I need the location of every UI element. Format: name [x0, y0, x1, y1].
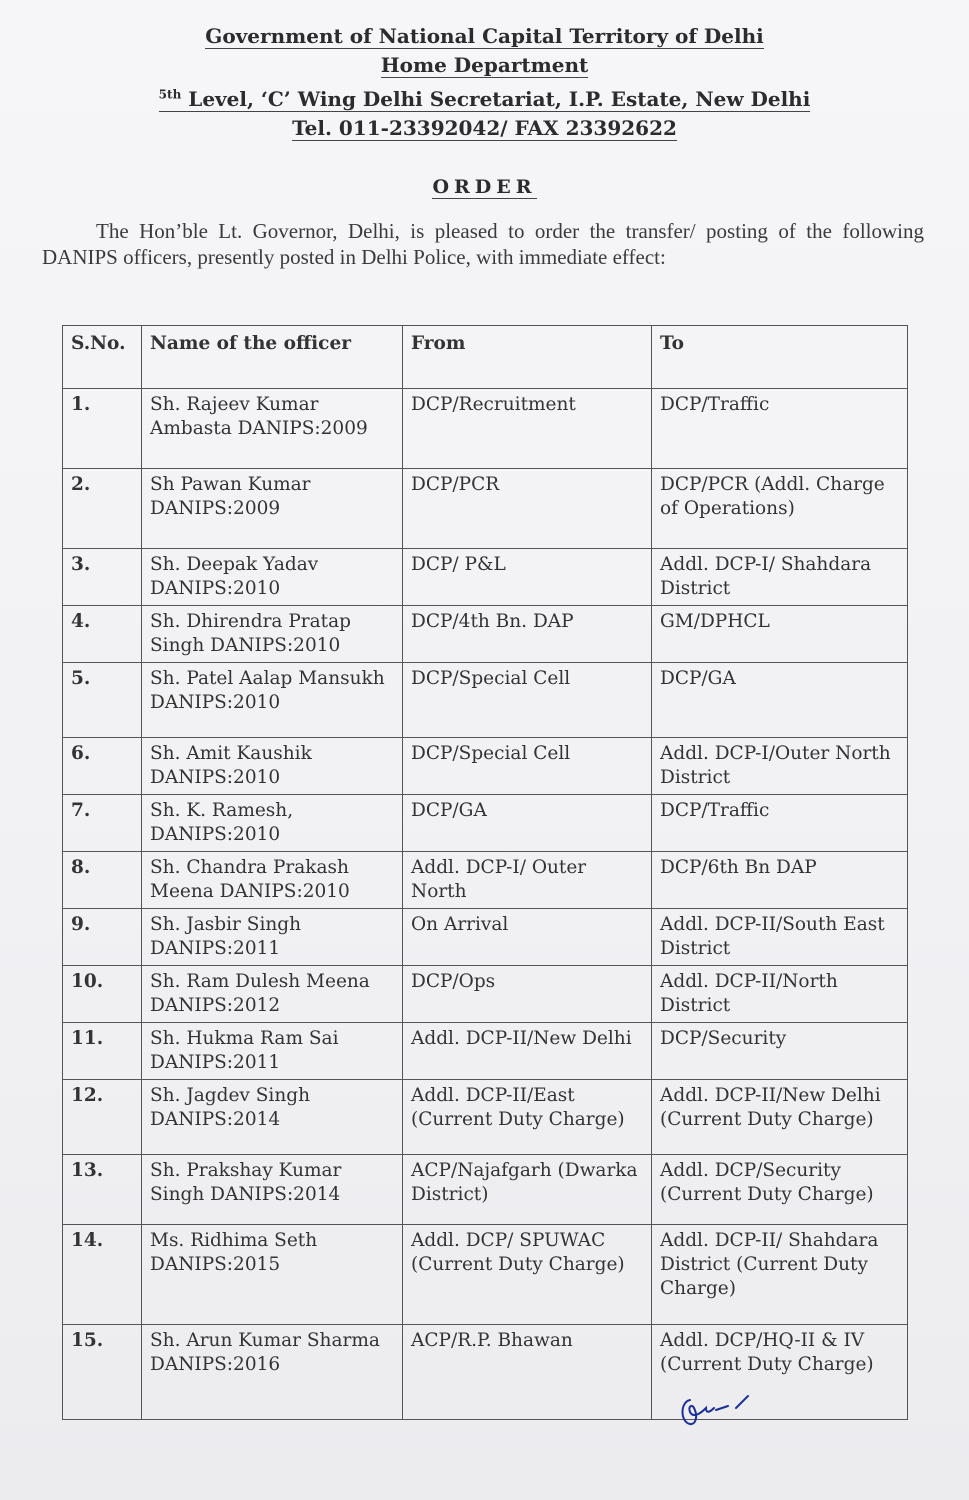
from-posting-cell: DCP/PCR	[402, 468, 652, 549]
from-posting-cell: DCP/Special Cell	[402, 662, 652, 738]
table-row: 4. Sh. Dhirendra Pratap Singh DANIPS:2010…	[62, 605, 908, 663]
officer-name-cell: Sh. Amit Kaushik DANIPS:2010	[141, 737, 403, 795]
signature	[676, 1392, 756, 1436]
from-posting-cell: ACP/R.P. Bhawan	[402, 1324, 652, 1420]
table-row: 7. Sh. K. Ramesh, DANIPS:2010 DCP/GA DCP/Tr…	[62, 794, 908, 852]
serial-number-cell: 4.	[62, 605, 142, 663]
serial-number-cell: 1.	[62, 388, 142, 469]
table-row: 5. Sh. Patel Aalap Mansukh DANIPS:2010 DCP…	[62, 662, 908, 738]
serial-number-cell: 13.	[62, 1154, 142, 1225]
order-title: ORDER	[432, 176, 537, 199]
to-posting-cell: Addl. DCP/HQ-II & IV (Current Duty Charg…	[651, 1324, 908, 1420]
to-posting-cell: GM/DPHCL	[651, 605, 908, 663]
from-posting-cell: Addl. DCP-I/ Outer North	[402, 851, 652, 909]
officer-name-cell: Sh. Deepak Yadav DANIPS:2010	[141, 548, 403, 606]
officer-name-cell: Sh. Prakshay Kumar Singh DANIPS:2014	[141, 1154, 403, 1225]
from-posting-cell: DCP/GA	[402, 794, 652, 852]
govt-name: Government of National Capital Territory…	[205, 24, 764, 49]
address: 5th Level, ‘C’ Wing Delhi Secretariat, I…	[158, 86, 811, 112]
transfer-table: S.No. Name of the officer From To 1. Sh. …	[62, 325, 908, 1420]
serial-number-cell: 9.	[62, 908, 142, 966]
from-posting-cell: ACP/Najafgarh (Dwarka District)	[402, 1154, 652, 1225]
to-posting-cell: Addl. DCP-II/New Delhi (Current Duty Cha…	[651, 1079, 908, 1155]
intro-paragraph: The Hon’ble Lt. Governor, Delhi, is plea…	[42, 219, 924, 269]
col-from: From	[402, 325, 652, 389]
col-to: To	[651, 325, 908, 389]
department-name: Home Department	[380, 53, 589, 78]
signature-mark	[681, 1395, 749, 1426]
officer-name-cell: Sh. Patel Aalap Mansukh DANIPS:2010	[141, 662, 403, 738]
serial-number-cell: 7.	[62, 794, 142, 852]
from-posting-cell: DCP/Ops	[402, 965, 652, 1023]
officer-name-cell: Ms. Ridhima Seth DANIPS:2015	[141, 1224, 403, 1325]
serial-number-cell: 2.	[62, 468, 142, 549]
from-posting-cell: On Arrival	[402, 908, 652, 966]
table-row: 11. Sh. Hukma Ram Sai DANIPS:2011 Addl. DC…	[62, 1022, 908, 1080]
col-name: Name of the officer	[141, 325, 403, 389]
to-posting-cell: DCP/6th Bn DAP	[651, 851, 908, 909]
from-posting-cell: DCP/Special Cell	[402, 737, 652, 795]
table-row: 2. Sh Pawan Kumar DANIPS:2009 DCP/PCR DCP/P…	[62, 468, 908, 549]
officer-name-cell: Sh. Chandra Prakash Meena DANIPS:2010	[141, 851, 403, 909]
to-posting-cell: Addl. DCP-II/North District	[651, 965, 908, 1023]
serial-number-cell: 3.	[62, 548, 142, 606]
to-posting-cell: DCP/Traffic	[651, 388, 908, 469]
table-row: 10. Sh. Ram Dulesh Meena DANIPS:2012 DCP/O…	[62, 965, 908, 1023]
table-row: 12. Sh. Jagdev Singh DANIPS:2014 Addl. DCP…	[62, 1079, 908, 1155]
to-posting-cell: Addl. DCP/Security (Current Duty Charge)	[651, 1154, 908, 1225]
serial-number-cell: 12.	[62, 1079, 142, 1155]
from-posting-cell: DCP/ P&L	[402, 548, 652, 606]
to-posting-cell: Addl. DCP-II/South East District	[651, 908, 908, 966]
to-posting-cell: DCP/PCR (Addl. Charge of Operations)	[651, 468, 908, 549]
table-row: 14. Ms. Ridhima Seth DANIPS:2015 Addl. DCP…	[62, 1224, 908, 1325]
officer-name-cell: Sh. K. Ramesh, DANIPS:2010	[141, 794, 403, 852]
from-posting-cell: DCP/4th Bn. DAP	[402, 605, 652, 663]
serial-number-cell: 5.	[62, 662, 142, 738]
serial-number-cell: 10.	[62, 965, 142, 1023]
serial-number-cell: 11.	[62, 1022, 142, 1080]
table-row: 1. Sh. Rajeev Kumar Ambasta DANIPS:2009 DC…	[62, 388, 908, 469]
table-row: 3. Sh. Deepak Yadav DANIPS:2010 DCP/ P&L Ad…	[62, 548, 908, 606]
to-posting-cell: DCP/GA	[651, 662, 908, 738]
from-posting-cell: DCP/Recruitment	[402, 388, 652, 469]
officer-name-cell: Sh Pawan Kumar DANIPS:2009	[141, 468, 403, 549]
serial-number-cell: 14.	[62, 1224, 142, 1325]
to-posting-cell: Addl. DCP-I/ Shahdara District	[651, 548, 908, 606]
officer-name-cell: Sh. Jasbir Singh DANIPS:2011	[141, 908, 403, 966]
col-sno: S.No.	[62, 325, 142, 389]
table-header-row: S.No. Name of the officer From To	[62, 325, 908, 389]
table-row: 13. Sh. Prakshay Kumar Singh DANIPS:2014 A…	[62, 1154, 908, 1225]
from-posting-cell: Addl. DCP-II/East (Current Duty Charge)	[402, 1079, 652, 1155]
officer-name-cell: Sh. Rajeev Kumar Ambasta DANIPS:2009	[141, 388, 403, 469]
serial-number-cell: 15.	[62, 1324, 142, 1420]
to-posting-cell: DCP/Security	[651, 1022, 908, 1080]
officer-name-cell: Sh. Ram Dulesh Meena DANIPS:2012	[141, 965, 403, 1023]
from-posting-cell: Addl. DCP-II/New Delhi	[402, 1022, 652, 1080]
serial-number-cell: 6.	[62, 737, 142, 795]
from-posting-cell: Addl. DCP/ SPUWAC (Current Duty Charge)	[402, 1224, 652, 1325]
officer-name-cell: Sh. Dhirendra Pratap Singh DANIPS:2010	[141, 605, 403, 663]
officer-name-cell: Sh. Jagdev Singh DANIPS:2014	[141, 1079, 403, 1155]
to-posting-cell: DCP/Traffic	[651, 794, 908, 852]
table-row: 8. Sh. Chandra Prakash Meena DANIPS:2010 A…	[62, 851, 908, 909]
to-posting-cell: Addl. DCP-II/ Shahdara District (Current…	[651, 1224, 908, 1325]
table-row: 15. Sh. Arun Kumar Sharma DANIPS:2016 ACP/…	[62, 1324, 908, 1420]
table-row: 9. Sh. Jasbir Singh DANIPS:2011 On Arrival…	[62, 908, 908, 966]
serial-number-cell: 8.	[62, 851, 142, 909]
letterhead: Government of National Capital Territory…	[0, 22, 969, 143]
officer-name-cell: Sh. Arun Kumar Sharma DANIPS:2016	[141, 1324, 403, 1420]
officer-name-cell: Sh. Hukma Ram Sai DANIPS:2011	[141, 1022, 403, 1080]
contact-numbers: Tel. 011-23392042/ FAX 23392622	[292, 115, 677, 141]
to-posting-cell: Addl. DCP-I/Outer North District	[651, 737, 908, 795]
table-row: 6. Sh. Amit Kaushik DANIPS:2010 DCP/Specia…	[62, 737, 908, 795]
